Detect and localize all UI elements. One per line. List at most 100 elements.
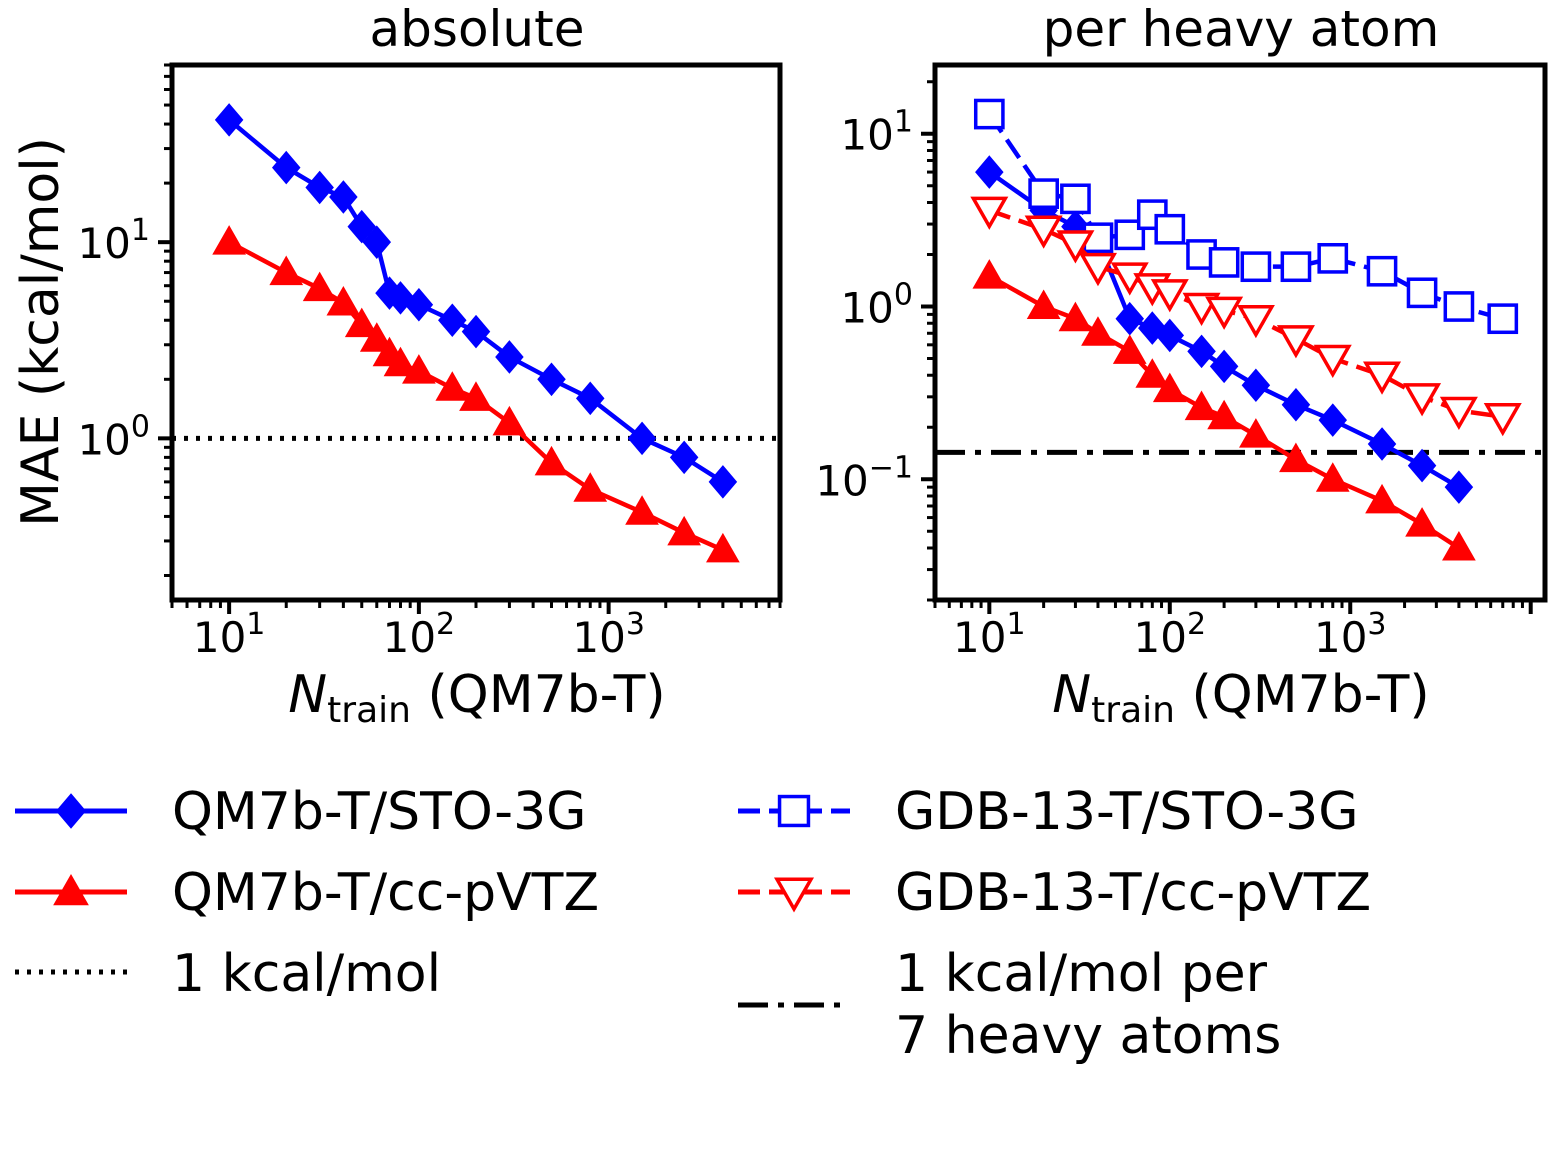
data-marker (1317, 242, 1349, 274)
data-marker (1135, 358, 1170, 388)
data-marker (1241, 368, 1271, 403)
data-marker (305, 170, 334, 205)
data-marker (212, 225, 246, 255)
data-marker (495, 340, 524, 374)
tick-exponent: 1 (894, 105, 913, 140)
y-tick-label: 100 (77, 409, 150, 464)
data-marker (1313, 344, 1352, 379)
data-marker (708, 465, 738, 499)
tick-base: 10 (383, 613, 436, 662)
data-marker (1058, 301, 1093, 332)
data-marker (1279, 442, 1313, 473)
data-marker (1443, 291, 1475, 322)
data-marker (537, 362, 566, 397)
x-axis-label-main: N (1052, 665, 1091, 725)
data-marker (1078, 252, 1117, 287)
data-marker (1056, 230, 1095, 264)
data-marker (435, 371, 470, 401)
x-axis-label-sub: train (1091, 690, 1175, 731)
panel-title: absolute (370, 0, 585, 58)
data-marker (669, 440, 699, 475)
tick-exponent: 2 (436, 607, 455, 642)
legend-label: QM7b-T/cc-pVTZ (172, 863, 599, 923)
data-marker (1208, 247, 1240, 278)
x-axis-label: Ntrain (QM7b-T) (1052, 665, 1429, 731)
data-marker (777, 794, 811, 828)
y-axis-label: MAE (kcal/mol) (11, 137, 71, 527)
data-marker (1403, 383, 1442, 417)
panel-absolute: absolute MAE (kcal/mol) Ntrain (QM7b-T) … (11, 0, 783, 731)
data-marker (214, 103, 244, 137)
data-marker (1184, 390, 1219, 421)
data-marker (1483, 403, 1522, 437)
data-marker (271, 150, 301, 185)
data-marker (1112, 334, 1147, 364)
data-marker (1367, 427, 1397, 461)
data-marker (1487, 303, 1519, 335)
data-marker (1026, 289, 1061, 319)
y-tick-label: 10−1 (815, 450, 913, 505)
tick-exponent: 2 (1187, 607, 1206, 642)
data-marker (1444, 470, 1474, 504)
data-marker (773, 877, 815, 913)
tick-base: 10 (77, 219, 130, 268)
data-marker (1239, 418, 1273, 448)
data-marker (461, 314, 491, 349)
data-marker (1439, 396, 1478, 431)
data-marker (1115, 301, 1145, 336)
legend-label: 1 kcal/mol per (895, 944, 1268, 1004)
x-tick-label: 103 (572, 607, 645, 662)
legend-label: 1 kcal/mol (172, 944, 441, 1004)
y-tick-label: 101 (840, 105, 913, 160)
tick-exponent: −1 (869, 450, 913, 485)
axes-frame (932, 62, 1548, 603)
tick-base: 10 (572, 613, 625, 662)
data-marker (404, 287, 434, 322)
data-marker (362, 225, 392, 259)
panel-per-heavy-atom: per heavy atom Ntrain (QM7b-T) 101 102 103… (815, 0, 1548, 731)
data-marker (302, 271, 337, 302)
tick-exponent: 1 (131, 213, 150, 248)
data-marker (975, 155, 1004, 189)
x-tick-label: 101 (953, 607, 1026, 662)
tick-exponent: 0 (131, 409, 150, 444)
data-marker (1365, 483, 1399, 514)
data-marker (1207, 399, 1241, 430)
x-axis-label: Ntrain (QM7b-T) (288, 665, 665, 731)
data-marker (1155, 318, 1185, 353)
data-marker (1154, 213, 1186, 245)
tick-exponent: 3 (626, 607, 645, 642)
tick-exponent: 0 (894, 277, 913, 312)
y-tick-label: 101 (77, 213, 150, 268)
data-marker (1081, 316, 1115, 346)
legend-label: GDB-13-T/STO-3G (895, 782, 1359, 842)
legend-label: QM7b-T/STO-3G (172, 782, 586, 842)
data-marker (534, 445, 569, 476)
tick-base: 10 (840, 283, 893, 332)
data-marker (1060, 183, 1091, 215)
x-tick-label: 101 (193, 607, 266, 662)
data-marker (1407, 448, 1437, 483)
tick-base: 10 (840, 111, 893, 160)
data-marker (359, 322, 394, 352)
data-marker (625, 495, 659, 525)
data-marker (1240, 251, 1272, 283)
data-marker (627, 421, 657, 456)
data-marker (706, 532, 740, 563)
data-marker (1442, 530, 1476, 561)
tick-base: 10 (815, 456, 868, 505)
data-marker (492, 405, 527, 436)
tick-base: 10 (77, 415, 130, 464)
data-marker (1406, 277, 1438, 309)
data-marker (347, 209, 377, 244)
data-marker (573, 472, 608, 502)
data-marker (1150, 279, 1189, 313)
data-marker (1276, 325, 1315, 359)
tick-base: 10 (1134, 613, 1187, 662)
data-marker (55, 793, 87, 829)
x-tick-label: 102 (383, 607, 456, 662)
x-axis-label-sub: train (327, 690, 411, 731)
data-marker (972, 259, 1007, 289)
tick-base: 10 (193, 613, 246, 662)
data-marker (1363, 361, 1402, 395)
